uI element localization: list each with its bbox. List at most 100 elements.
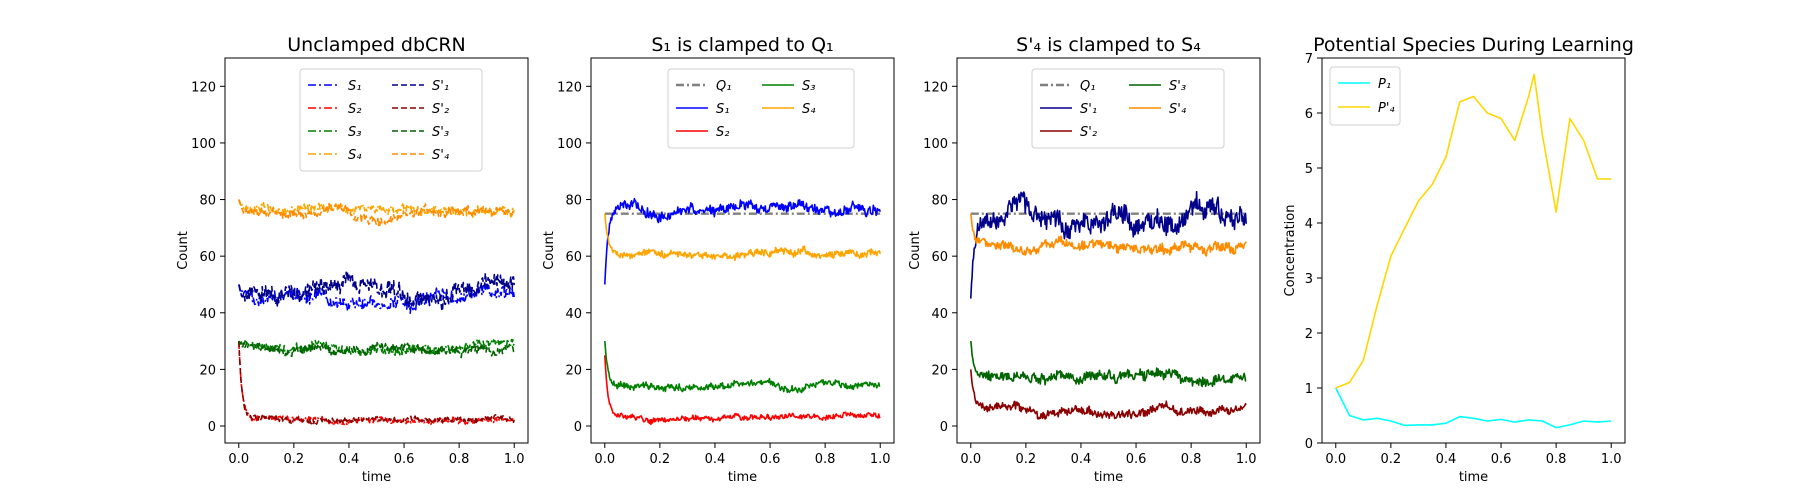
series-line	[238, 338, 515, 356]
legend-entry: S'₁	[1080, 102, 1097, 117]
y-tick-label: 120	[923, 80, 948, 95]
y-tick-label: 3	[1305, 272, 1313, 287]
x-axis-label: time	[362, 470, 391, 485]
x-axis-label: time	[1094, 470, 1123, 485]
y-tick-label: 60	[199, 250, 216, 265]
series-line	[1335, 387, 1612, 429]
y-tick-label: 2	[1305, 327, 1313, 342]
y-tick-label: 4	[1305, 217, 1313, 232]
chart-title: S'₄ is clamped to S₄	[1016, 34, 1201, 56]
y-tick-label: 100	[923, 137, 948, 152]
legend-entry: S'₃	[432, 125, 449, 140]
series-line	[970, 369, 1247, 420]
x-tick-label: 0.8	[449, 452, 470, 467]
legend-entry: S₁	[348, 79, 361, 94]
x-tick-label: 1.0	[870, 452, 891, 467]
y-tick-label: 100	[557, 137, 582, 152]
y-tick-label: 120	[191, 80, 216, 95]
y-tick-label: 120	[557, 80, 582, 95]
series-line	[604, 197, 881, 285]
plot-frame	[1321, 57, 1626, 444]
legend-entry: S'₄	[1169, 102, 1187, 117]
series-line	[970, 213, 1247, 257]
x-tick-label: 0.0	[960, 452, 981, 467]
legend: Q₁ S₁ S₂ S₃ S₄	[667, 68, 855, 149]
y-tick-label: 80	[931, 194, 948, 209]
legend-entry: S₁	[716, 102, 729, 117]
plot-frame	[224, 57, 529, 444]
series-group	[1335, 73, 1612, 429]
y-tick-label: 40	[565, 307, 582, 322]
x-tick-label: 0.4	[1071, 452, 1092, 467]
legend-entry: P'₄	[1378, 101, 1395, 116]
x-tick-label: 0.4	[1436, 452, 1457, 467]
legend-box	[299, 68, 483, 172]
chart-title: S₁ is clamped to Q₁	[651, 34, 833, 56]
y-tick-label: 80	[199, 194, 216, 209]
series-line	[238, 199, 515, 227]
x-tick-label: 0.0	[1325, 452, 1346, 467]
y-tick-label: 20	[565, 363, 582, 378]
legend: P₁ P'₄	[1329, 66, 1401, 126]
legend-entry: S₃	[348, 125, 361, 140]
legend-entry: S'₁	[432, 79, 449, 94]
chart-title: Potential Species During Learning	[1313, 34, 1634, 56]
legend-entry: S'₃	[1169, 79, 1186, 94]
series-line	[970, 190, 1247, 299]
x-tick-label: 1.0	[1601, 452, 1622, 467]
chart-panel-4: Potential Species During Learning 0.0 0.2 0…	[1283, 34, 1634, 485]
x-tick-label: 0.6	[760, 452, 781, 467]
series-group	[970, 190, 1247, 420]
legend-entry: S₃	[802, 79, 815, 94]
y-tick-label: 0	[208, 420, 216, 435]
legend-entry: Q₁	[1080, 79, 1095, 94]
y-tick-label: 20	[931, 363, 948, 378]
x-tick-label: 0.2	[650, 452, 671, 467]
y-axis-label: Count	[176, 231, 191, 270]
y-tick-label: 5	[1305, 162, 1313, 177]
y-tick-label: 20	[199, 363, 216, 378]
legend-box	[667, 68, 855, 149]
legend: S₁ S₂ S₃ S₄ S'₁ S'₂ S'₃ S'₄	[299, 68, 483, 172]
x-tick-label: 0.6	[1126, 452, 1147, 467]
legend-entry: S'₂	[432, 102, 449, 117]
series-line	[604, 213, 881, 262]
x-tick-label: 0.6	[1491, 452, 1512, 467]
plot-frame	[590, 57, 895, 444]
legend-box	[1329, 66, 1401, 126]
legend-entry: S'₄	[432, 148, 450, 163]
legend-entry: S'₂	[1080, 125, 1097, 140]
y-tick-label: 0	[940, 420, 948, 435]
x-tick-label: 0.4	[339, 452, 360, 467]
series-line	[604, 355, 881, 426]
chart-panel-2: S₁ is clamped to Q₁ 0.0 0.2 0.4 0.6 0.8 1.0 0 20…	[542, 34, 895, 485]
legend-box	[1031, 68, 1225, 149]
chart-title: Unclamped dbCRN	[287, 34, 465, 56]
x-tick-label: 0.8	[1546, 452, 1567, 467]
chart-panel-1: Unclamped dbCRN 0.0 0.2 0.4 0.6 0.8 1.0 0 20 40 60…	[176, 34, 529, 485]
legend-entry: S₄	[348, 148, 362, 163]
series-line	[238, 341, 515, 426]
x-tick-label: 0.2	[1016, 452, 1037, 467]
y-tick-label: 40	[931, 307, 948, 322]
y-axis-label: Count	[908, 231, 923, 270]
y-tick-label: 7	[1305, 52, 1313, 67]
x-tick-label: 0.4	[705, 452, 726, 467]
series-group	[604, 197, 881, 426]
legend-entry: P₁	[1378, 77, 1391, 92]
y-tick-label: 100	[191, 137, 216, 152]
y-tick-label: 80	[565, 194, 582, 209]
x-tick-label: 0.0	[594, 452, 615, 467]
y-tick-label: 1	[1305, 382, 1313, 397]
legend: Q₁ S'₁ S'₂ S'₃ S'₄	[1031, 68, 1225, 149]
x-tick-label: 0.8	[815, 452, 836, 467]
x-tick-label: 0.2	[1381, 452, 1402, 467]
y-tick-label: 0	[1305, 437, 1313, 452]
y-tick-label: 60	[931, 250, 948, 265]
y-tick-label: 6	[1305, 107, 1313, 122]
series-line	[238, 340, 515, 359]
legend-entry: S₄	[802, 102, 816, 117]
x-tick-label: 0.6	[394, 452, 415, 467]
x-axis-label: time	[728, 470, 757, 485]
